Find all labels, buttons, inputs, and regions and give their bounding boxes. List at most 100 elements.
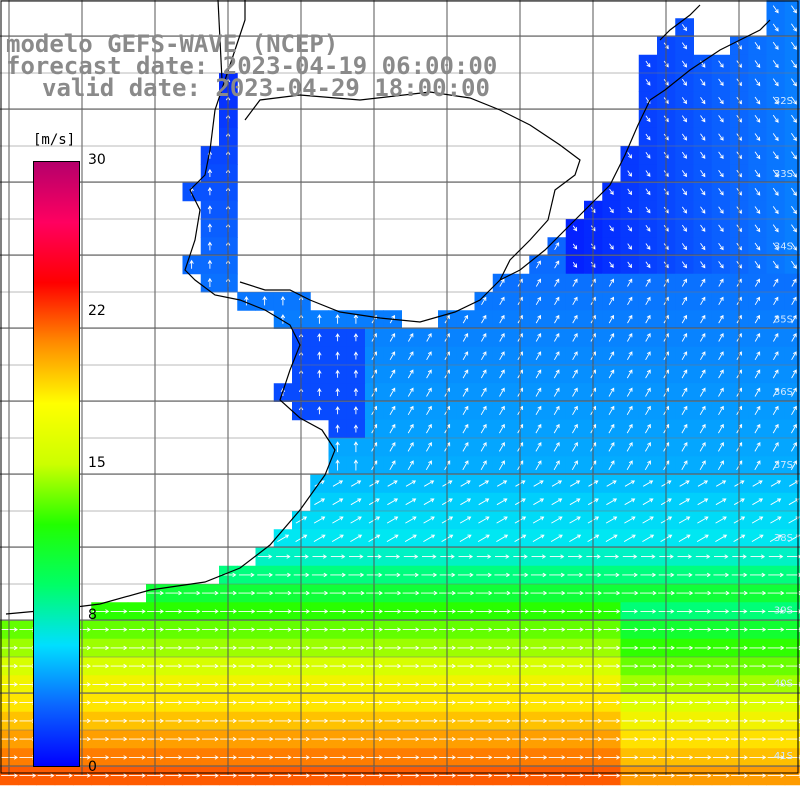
wind-arrow (609, 261, 614, 269)
wind-arrow (700, 261, 706, 269)
wind-arrow (311, 609, 329, 614)
wind-arrow (350, 516, 362, 524)
wind-arrow (681, 133, 688, 141)
wind-arrow (676, 627, 694, 632)
wind-arrow (569, 480, 581, 487)
wind-arrow (603, 773, 621, 778)
wind-arrow (207, 205, 213, 214)
wind-arrow (92, 645, 110, 651)
wind-arrow (329, 663, 347, 669)
wind-arrow (494, 572, 511, 578)
wind-arrow (548, 718, 566, 724)
wind-arrow (754, 60, 761, 69)
wind-arrow (681, 442, 688, 452)
wind-arrow (493, 755, 511, 760)
wind-arrow (37, 773, 55, 778)
wind-arrow (274, 700, 292, 705)
wind-arrow (694, 718, 712, 724)
wind-arrow (330, 572, 346, 578)
wind-arrow (554, 296, 560, 306)
wind-arrow (627, 296, 633, 306)
wind-arrow (694, 590, 712, 596)
wind-arrow (329, 755, 347, 760)
wind-arrow (274, 736, 292, 742)
wind-arrow (639, 645, 657, 651)
wind-arrow (754, 224, 761, 233)
wind-arrow (402, 609, 420, 614)
wind-arrow (165, 682, 183, 687)
wind-arrow (749, 572, 766, 578)
wind-arrow (749, 609, 766, 614)
wind-arrow (201, 718, 219, 724)
wind-arrow (754, 333, 761, 342)
wind-arrow (718, 387, 724, 397)
wind-arrow (603, 755, 621, 760)
wind-arrow (772, 405, 779, 416)
wind-arrow (566, 609, 584, 614)
wind-arrow (767, 682, 785, 687)
wind-arrow (768, 554, 784, 559)
wind-arrow (244, 296, 249, 306)
wind-arrow (462, 405, 469, 416)
wind-arrow (183, 609, 201, 614)
wind-cell (784, 73, 800, 92)
wind-arrow (475, 627, 493, 632)
wind-arrow (530, 773, 548, 778)
wind-arrow (493, 682, 511, 687)
wind-arrow (567, 572, 584, 578)
wind-arrow (714, 554, 729, 559)
wind-arrow (754, 423, 761, 434)
colorbar-tick-0: 0 (88, 759, 97, 775)
wind-arrow (712, 700, 730, 705)
wind-arrow (639, 682, 657, 687)
wind-arrow (475, 590, 493, 596)
wind-arrow (642, 480, 654, 487)
wind-arrow (402, 773, 420, 778)
wind-arrow (238, 572, 255, 578)
wind-arrow (694, 773, 712, 778)
wind-arrow (353, 314, 359, 324)
wind-arrow (317, 351, 322, 360)
wind-arrow (353, 459, 359, 471)
wind-cell (784, 346, 800, 366)
wind-arrow (402, 627, 420, 632)
wind-arrow (627, 261, 632, 269)
wind-arrow (165, 700, 183, 705)
wind-arrow (754, 187, 761, 196)
wind-arrow (317, 314, 322, 324)
wind-arrow (201, 700, 219, 705)
wind-arrow (772, 78, 779, 87)
wind-arrow (92, 755, 110, 760)
latitude-label: 39S (774, 606, 793, 617)
wind-arrow (347, 627, 365, 632)
wind-arrow (128, 645, 146, 651)
wind-arrow (790, 460, 797, 471)
wind-arrow (533, 480, 544, 487)
wind-arrow (256, 773, 274, 778)
wind-arrow (389, 442, 396, 452)
wind-arrow (681, 387, 688, 397)
wind-arrow (681, 42, 688, 50)
wind-arrow (530, 645, 548, 651)
wind-arrow (754, 78, 761, 87)
wind-arrow (749, 773, 767, 778)
wind-arrow (475, 755, 493, 760)
wind-arrow (110, 755, 128, 760)
wind-arrow (676, 736, 694, 742)
wind-arrow (311, 590, 329, 596)
wind-arrow (554, 333, 560, 342)
wind-arrow (530, 590, 548, 596)
wind-arrow (92, 773, 110, 778)
wind-arrow (548, 645, 566, 651)
wind-arrow (183, 718, 201, 724)
wind-arrow (312, 554, 328, 559)
wind-arrow (457, 773, 475, 778)
wind-arrow (791, 260, 797, 269)
wind-arrow (572, 296, 578, 306)
wind-arrow (768, 609, 784, 614)
wind-arrow (530, 609, 548, 614)
wind-arrow (384, 755, 402, 760)
wind-arrow (478, 516, 490, 524)
wind-arrow (256, 627, 274, 632)
wind-arrow (645, 333, 651, 342)
